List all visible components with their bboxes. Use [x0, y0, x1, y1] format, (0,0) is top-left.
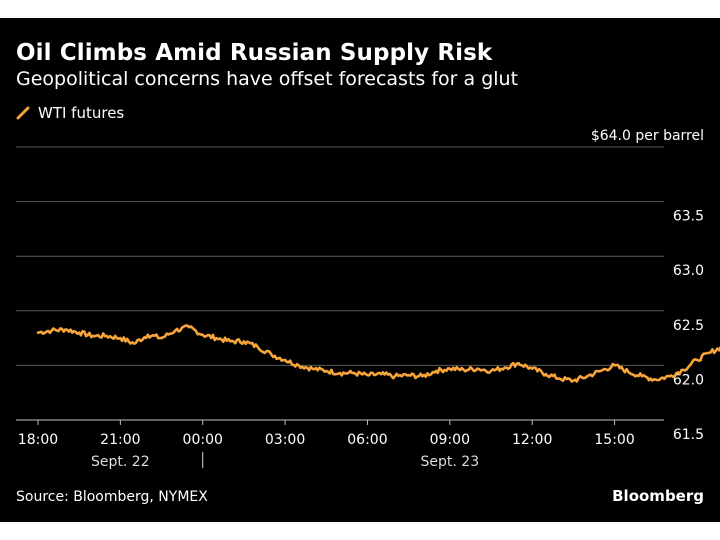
legend-line-icon — [16, 106, 30, 120]
date-label: Sept. 22 — [91, 454, 150, 470]
series-line-wti-futures — [36, 324, 720, 383]
x-tick-label: 09:00 — [430, 432, 470, 448]
y-tick-label: 62.5 — [673, 318, 704, 334]
y-tick-label: 63.5 — [673, 209, 704, 225]
date-label: Sept. 23 — [421, 454, 480, 470]
x-tick-label: 00:00 — [183, 432, 223, 448]
chart-title: Oil Climbs Amid Russian Supply Risk — [16, 40, 493, 66]
y-tick-label: 63.0 — [673, 263, 704, 279]
chart-subtitle: Geopolitical concerns have offset foreca… — [16, 68, 519, 90]
y-tick-label: $64.0 per barrel — [591, 128, 704, 144]
x-tick-label: 03:00 — [265, 432, 305, 448]
y-tick-label: 62.0 — [673, 372, 704, 388]
price-chart: 61.5 62.0 62.5 63.0 63.5 $64.0 per barrel 18:… — [16, 128, 720, 470]
x-tick-label: 15:00 — [594, 432, 634, 448]
source-note: Source: Bloomberg, NYMEX — [16, 489, 208, 505]
x-tick-label: 12:00 — [512, 432, 552, 448]
x-tick-label: 06:00 — [347, 432, 387, 448]
x-tick-label: 21:00 — [100, 432, 140, 448]
chart-card: Oil Climbs Amid Russian Supply Risk Geop… — [0, 18, 720, 522]
x-tick-label: 18:00 — [18, 432, 58, 448]
bloomberg-logo: Bloomberg — [612, 487, 704, 505]
legend-series-label: WTI futures — [38, 104, 125, 122]
legend: WTI futures — [16, 104, 124, 122]
y-tick-label: 61.5 — [673, 427, 704, 443]
